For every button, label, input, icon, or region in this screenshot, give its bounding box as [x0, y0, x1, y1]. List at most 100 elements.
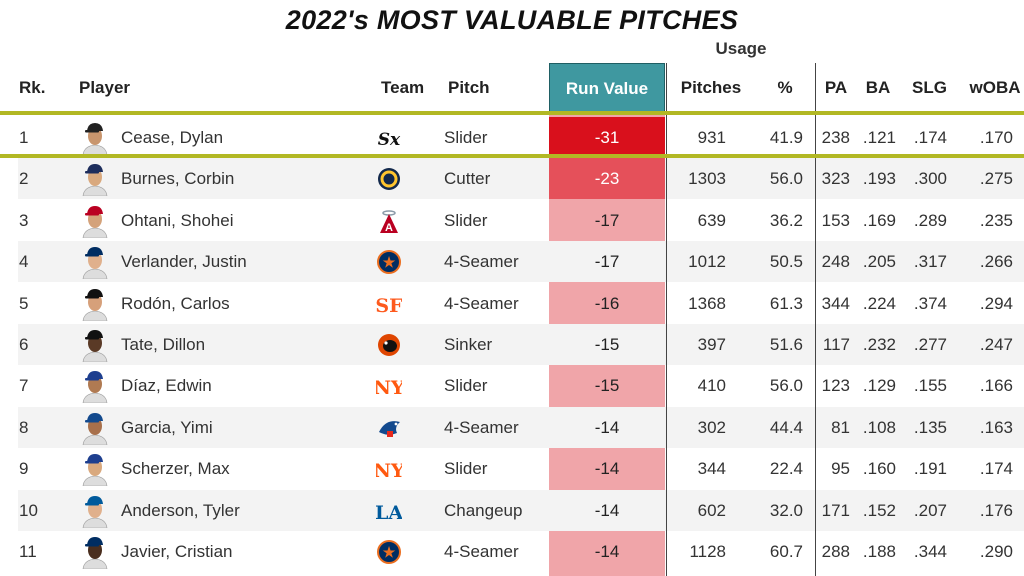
player-name: Rodón, Carlos	[121, 293, 230, 313]
player-avatar-icon	[82, 164, 108, 197]
player-name: Verlander, Justin	[121, 252, 247, 272]
woba-value: .176	[979, 500, 1013, 520]
ba-value: .232	[862, 335, 896, 354]
ba-value: .205	[862, 252, 896, 272]
usage-pct: 32.0	[769, 500, 803, 520]
pitches-count: 1303	[688, 169, 726, 189]
usage-pct: 56.0	[769, 376, 803, 396]
header-pitch[interactable]: Pitch	[448, 78, 490, 97]
pitches-count: 1368	[688, 293, 726, 313]
pa-value: 153	[821, 210, 850, 230]
slg-value: .289	[913, 210, 947, 230]
player-avatar-icon	[82, 123, 108, 155]
ba-value: .188	[862, 542, 896, 561]
pitch-type: Slider	[444, 210, 488, 230]
dodgers-logo-icon: LA	[376, 502, 402, 524]
header-slg[interactable]: SLG	[912, 78, 947, 97]
brewers-logo-icon	[378, 168, 400, 191]
ba-value: .108	[862, 417, 896, 437]
ba-value: .129	[862, 376, 896, 396]
header-pitches[interactable]: Pitches	[680, 78, 742, 97]
player-avatar-icon	[82, 454, 108, 487]
pa-value: 344	[821, 293, 850, 313]
table-row[interactable]: 4 Verlander, Justin ★ 4-Seamer -17 1012 50.5 24…	[18, 241, 1024, 283]
slg-value: .277	[913, 335, 947, 354]
run-value-cell: -16	[594, 293, 620, 313]
run-value-cell: -23	[549, 158, 665, 200]
table-row[interactable]: 5 Rodón, Carlos SF 4-Seamer -16 1368 61.3 344 .2…	[18, 283, 1024, 324]
header-run-value[interactable]: Run Value	[549, 63, 665, 113]
woba-value: .235	[979, 210, 1013, 230]
pa-value: 323	[821, 169, 850, 189]
slg-value: .155	[913, 376, 947, 396]
page-title: 2022's MOST VALUABLE PITCHES	[285, 5, 739, 35]
pitches-count: 602	[697, 500, 726, 520]
table-row[interactable]: 7 Díaz, Edwin NY Slider -15 410 56.0 123 .129 .15…	[18, 365, 1024, 406]
rank-cell: 9	[19, 459, 29, 479]
rank-cell: 5	[19, 293, 29, 313]
slg-value: .174	[913, 128, 947, 147]
table-row[interactable]: 3 Ohtani, Shohei A Slider -17 639 36.2 153 .169.…	[18, 200, 1024, 241]
pitches-count: 397	[697, 335, 726, 354]
table-row[interactable]: 8 Garcia, Yimi 4-Seamer -14 302 44.4 81 .108 .13…	[18, 406, 1024, 448]
ba-value: .224	[862, 293, 896, 313]
player-avatar-icon	[82, 205, 108, 238]
slg-value: .374	[913, 293, 947, 313]
player-name: Díaz, Edwin	[121, 376, 212, 396]
table-row[interactable]: 1 Cease, Dylan Sx Slider -31 931 41.9 238 .121 .1…	[18, 117, 1024, 158]
svg-text:Sx: Sx	[378, 130, 401, 150]
pa-value: 238	[821, 128, 850, 147]
pa-value: 248	[821, 252, 850, 272]
pitch-type: 4-Seamer	[444, 293, 519, 313]
giants-logo-icon: SF	[376, 295, 402, 317]
table-row[interactable]: 10 Anderson, Tyler LA Changeup -14 602 32.0 171…	[18, 489, 1024, 531]
rank-cell: 3	[19, 210, 29, 230]
rank-cell: 11	[19, 542, 37, 561]
pitch-type: 4-Seamer	[444, 542, 519, 561]
pitch-type: Sinker	[444, 335, 493, 354]
column-divider	[666, 63, 667, 576]
table-row[interactable]: 2 Burnes, Corbin Cutter -23 1303 56.0 323 .193.…	[18, 158, 1024, 200]
table-row[interactable]: 11 Javier, Cristian ★ 4-Seamer -14 1128 60.7 28…	[18, 531, 1024, 572]
ba-value: .169	[862, 210, 896, 230]
player-avatar-icon	[82, 247, 108, 280]
slg-value: .207	[913, 500, 947, 520]
svg-text:★: ★	[383, 254, 396, 270]
pa-value: 81	[831, 417, 850, 437]
astros-logo-icon: ★	[377, 540, 401, 564]
header-ba[interactable]: BA	[865, 78, 891, 97]
rank-cell: 6	[19, 335, 29, 354]
angels-logo-icon: A	[380, 210, 398, 234]
woba-value: .163	[979, 417, 1013, 437]
usage-pct: 51.6	[769, 335, 803, 354]
header-player[interactable]: Player	[79, 78, 131, 97]
header-pct[interactable]: %	[777, 78, 793, 97]
pitch-type: Cutter	[444, 169, 491, 189]
header-rank[interactable]: Rk.	[19, 78, 46, 97]
rank-cell: 7	[19, 376, 29, 396]
header-team[interactable]: Team	[381, 78, 425, 97]
player-avatar-icon	[82, 371, 108, 404]
player-name: Javier, Cristian	[121, 542, 233, 561]
header-pa[interactable]: PA	[824, 78, 848, 97]
pitch-type: Slider	[444, 128, 488, 147]
pitch-type: 4-Seamer	[444, 417, 519, 437]
table-row[interactable]: 9 Scherzer, Max NY Slider -14 344 22.4 95 .160 .1…	[18, 448, 1024, 489]
pa-value: 117	[822, 335, 850, 354]
table-row[interactable]: 6 Tate, Dillon Sinker -15 397 51.6 117 .232 .277…	[18, 324, 1024, 365]
run-value-cell: -14	[594, 459, 620, 479]
svg-text:A: A	[385, 222, 393, 234]
woba-value: .174	[979, 459, 1013, 479]
run-value-cell: -14	[594, 500, 620, 520]
slg-value: .317	[913, 252, 947, 272]
usage-pct: 44.4	[769, 417, 803, 437]
woba-value: .166	[979, 376, 1013, 396]
pa-value: 95	[831, 459, 850, 479]
highlight-line-bottom	[0, 154, 1024, 158]
player-name: Anderson, Tyler	[121, 500, 240, 520]
ba-value: .160	[862, 459, 896, 479]
svg-text:LA: LA	[376, 502, 402, 524]
white-sox-logo-icon: Sx	[378, 130, 401, 150]
header-woba[interactable]: wOBA	[969, 78, 1021, 97]
player-name: Cease, Dylan	[121, 128, 224, 147]
